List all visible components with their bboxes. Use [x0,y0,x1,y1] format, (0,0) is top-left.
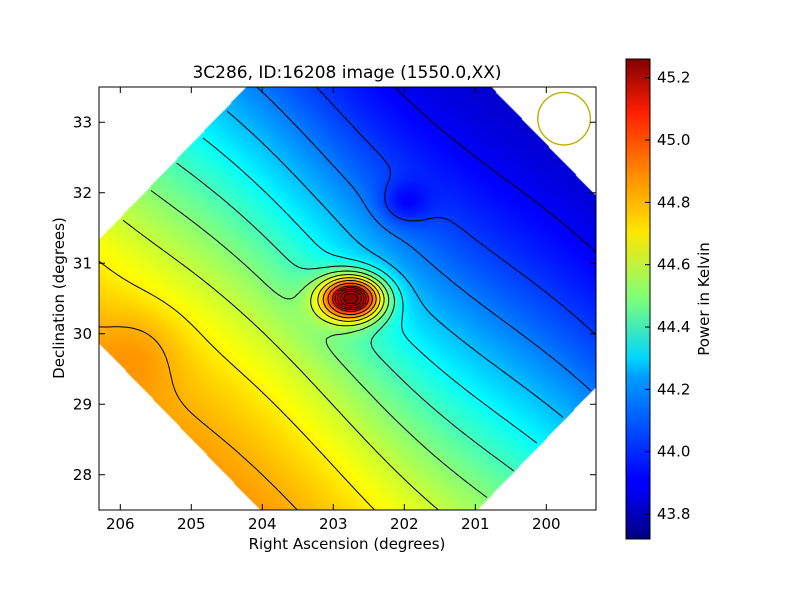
contour-lines [99,87,596,510]
x-tick-label: 200 [532,515,561,533]
contour-line [343,293,359,305]
contour-line [316,87,596,336]
colorbar-tick-label: 45.0 [657,131,690,149]
colorbar-tick-label: 44.0 [657,443,690,461]
colorbar-tick-label: 44.4 [657,318,690,336]
colorbar [625,58,651,540]
x-tick-label: 205 [177,515,206,533]
y-tick-label: 32 [73,184,92,202]
beam-circle [537,91,592,146]
colorbar-tick-label: 44.2 [657,380,690,398]
y-tick-label: 29 [73,395,92,413]
contour-line [202,137,538,444]
y-tick-label: 31 [73,254,92,272]
contour-line [334,287,367,311]
colorbar-tick-label: 44.6 [657,256,690,274]
x-tick-label: 203 [319,515,348,533]
contour-line [122,219,440,510]
contour-line [327,282,373,316]
colorbar-tick-label: 45.2 [657,69,690,87]
x-axis-label: Right Ascension (degrees) [249,535,446,553]
contour-line [99,260,381,510]
contour-line [336,288,365,309]
contour-line [339,290,363,307]
contour-line [256,87,592,392]
x-tick-label: 204 [248,515,277,533]
y-axis-label: Declination (degrees) [50,217,68,379]
x-tick-label: 202 [390,515,419,533]
contour-line [226,110,564,418]
plot-frame [98,86,597,511]
x-axis: 206 205 204 203 202 201 200 [106,87,561,533]
heatmap-image [99,87,596,510]
y-tick-label: 28 [73,466,92,484]
contour-line [150,190,488,498]
colorbar-tick-label: 43.8 [657,505,690,523]
colorbar-label: Power in Kelvin [695,242,713,356]
contour-line [99,280,377,510]
colorbar-tick-label: 44.8 [657,193,690,211]
x-tick-label: 201 [461,515,490,533]
colorbar-axis: 43.8 44.0 44.2 44.4 44.6 44.8 45.0 45.2 [645,69,690,523]
chart-title: 3C286, ID:16208 image (1550.0,XX) [192,63,501,83]
y-axis: 28 29 30 31 32 33 [73,113,596,484]
contour-line [176,162,515,472]
y-tick-label: 30 [73,325,92,343]
contour-line [332,285,370,312]
y-tick-label: 33 [73,113,92,131]
x-tick-label: 206 [106,515,135,533]
